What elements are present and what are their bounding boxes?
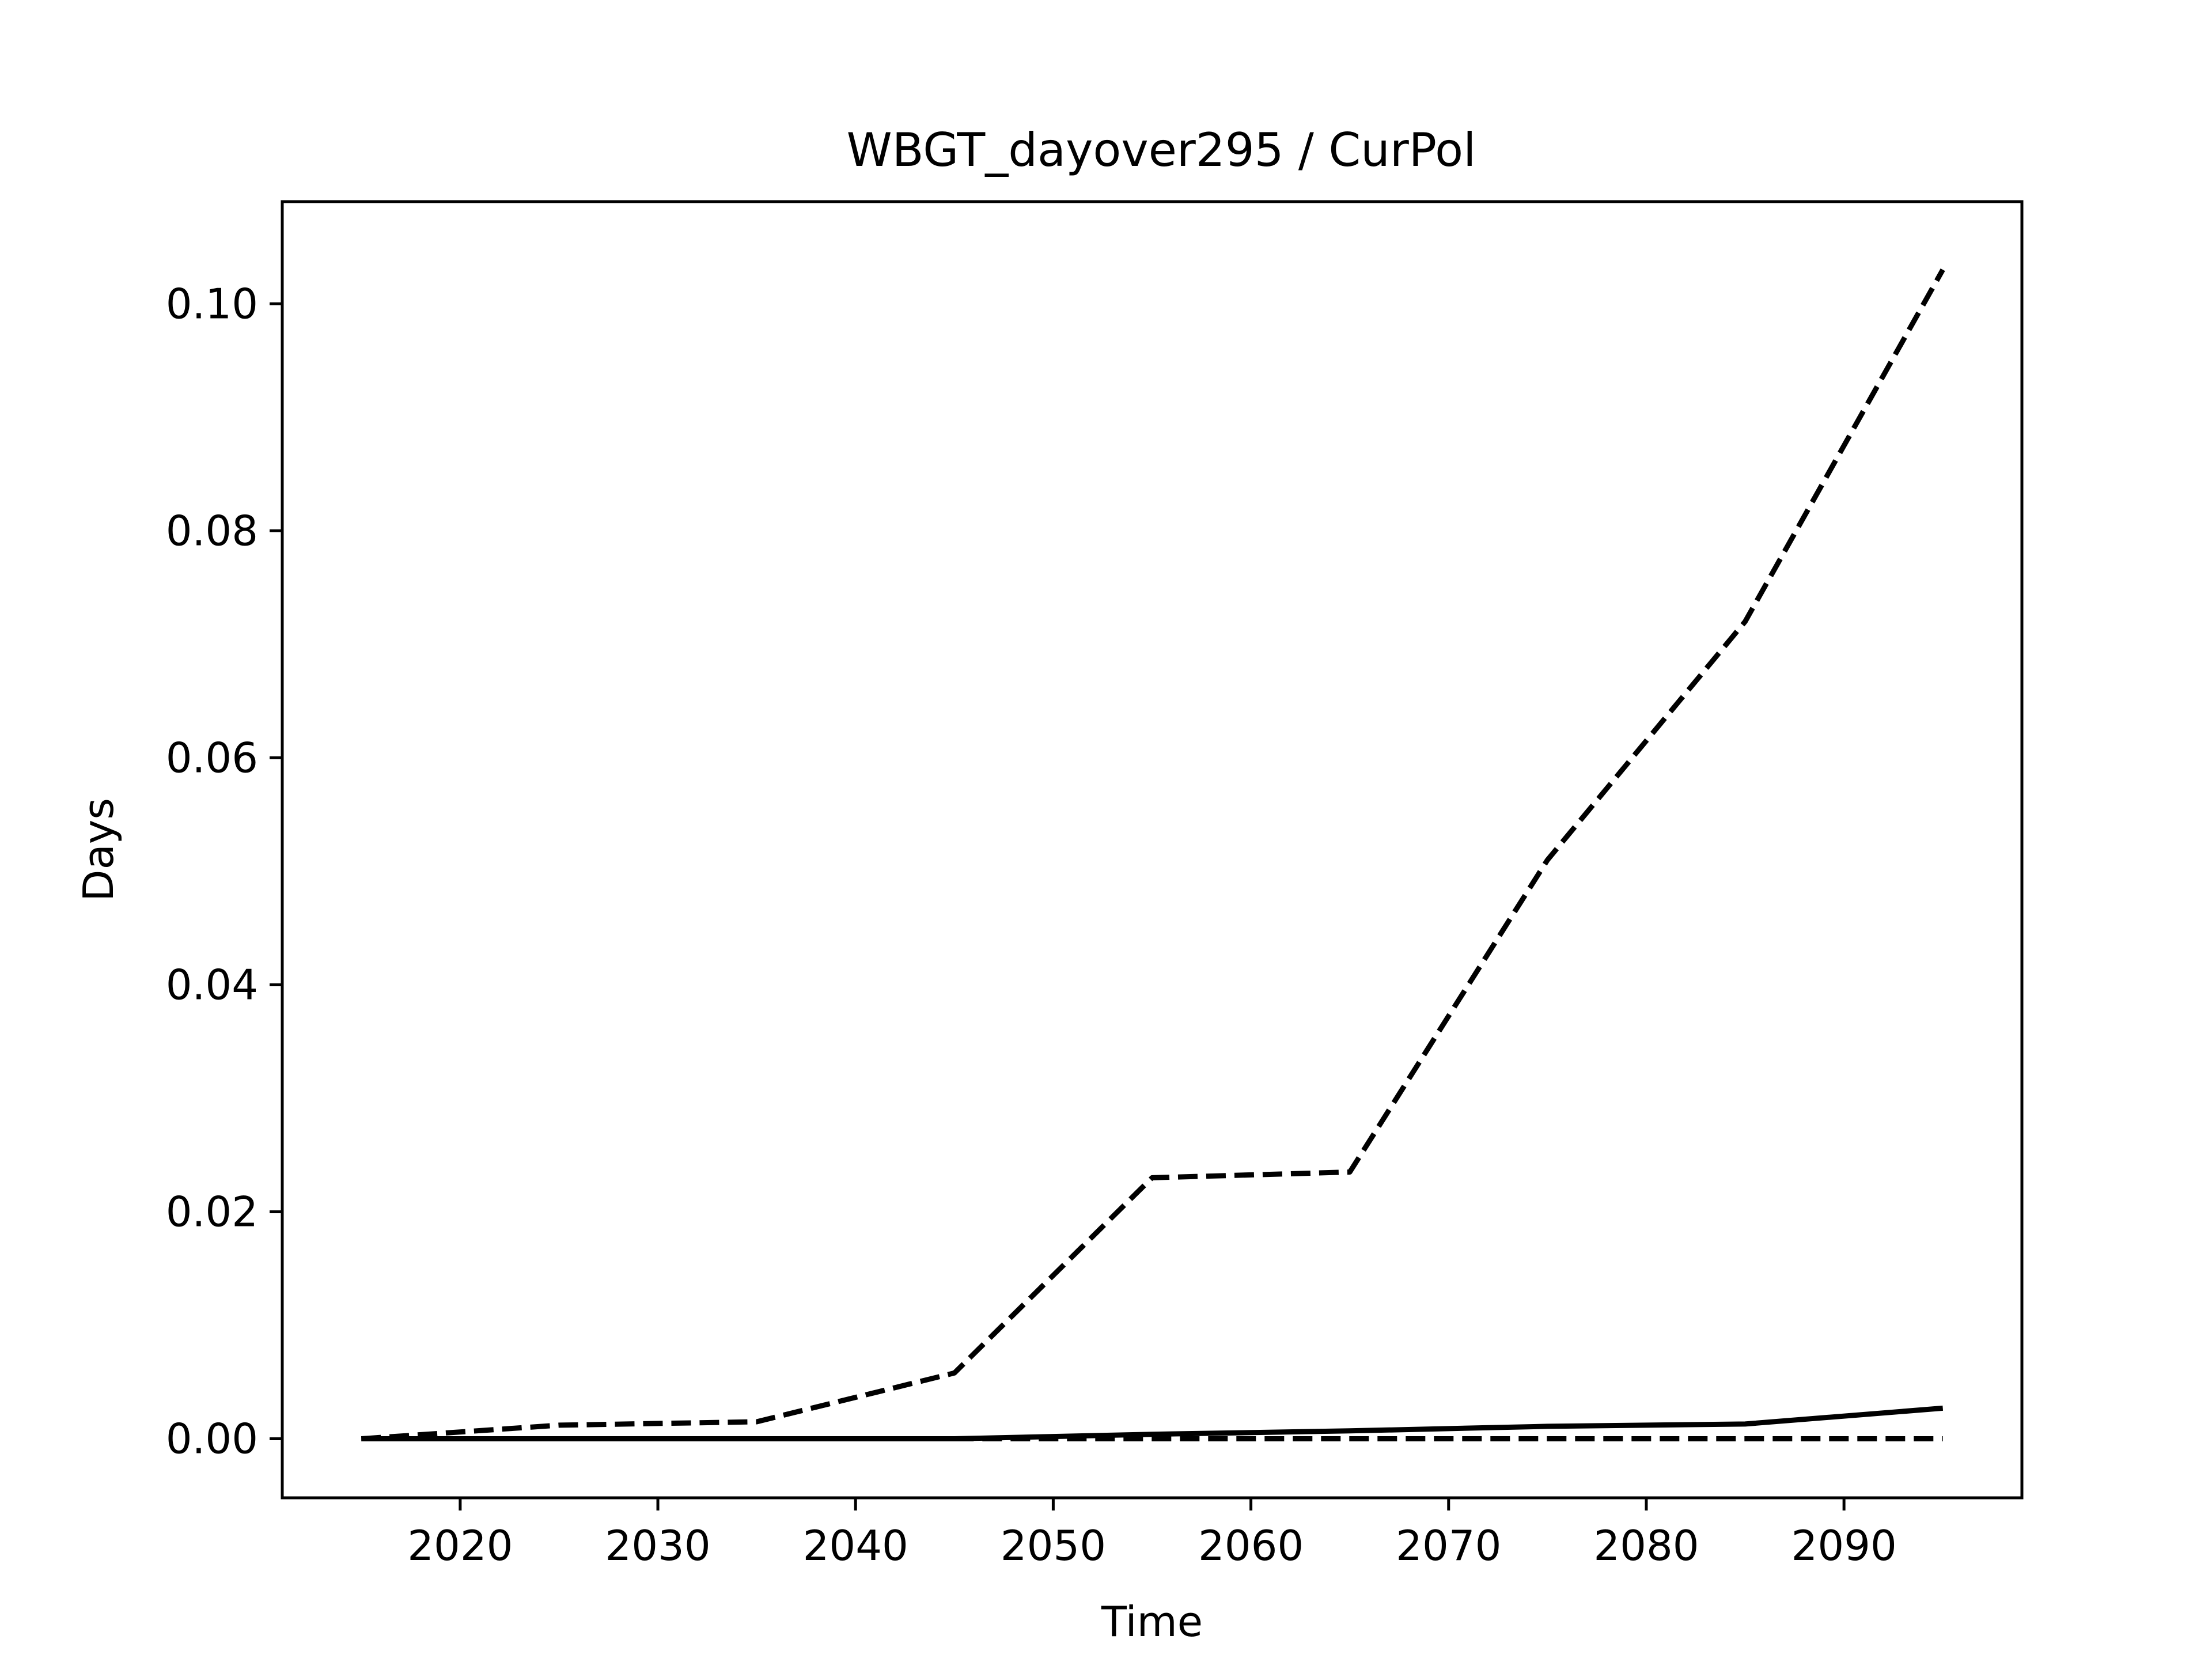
x-tick-label: 2090 xyxy=(1791,1521,1897,1570)
chart-title: WBGT_dayover295 / CurPol xyxy=(847,123,1476,177)
y-axis: 0.00 0.02 0.04 0.06 0.08 0.10 xyxy=(166,279,282,1463)
x-tick-label: 2020 xyxy=(407,1521,513,1570)
y-axis-label: Days xyxy=(74,798,123,902)
y-tick-label: 0.04 xyxy=(166,960,258,1009)
x-tick-label: 2080 xyxy=(1593,1521,1699,1570)
series-line-1-dashed xyxy=(361,268,1945,1441)
plot-frame xyxy=(281,200,2024,1500)
x-tick-label: 2040 xyxy=(803,1521,908,1570)
y-tick-label: 0.00 xyxy=(166,1415,258,1463)
x-tick-label: 2060 xyxy=(1198,1521,1304,1570)
series-layer xyxy=(361,268,1945,1441)
x-axis: 2020 2030 2040 2050 2060 2070 2080 2090 xyxy=(407,1498,1897,1570)
y-tick-label: 0.06 xyxy=(166,733,258,782)
y-tick-label: 0.08 xyxy=(166,506,258,555)
y-tick-label: 0.10 xyxy=(166,279,258,328)
x-tick-label: 2050 xyxy=(1001,1521,1106,1570)
x-axis-label: Time xyxy=(1101,1597,1203,1646)
y-tick-label: 0.02 xyxy=(166,1188,258,1236)
x-tick-label: 2030 xyxy=(605,1521,710,1570)
x-tick-label: 2070 xyxy=(1396,1521,1501,1570)
